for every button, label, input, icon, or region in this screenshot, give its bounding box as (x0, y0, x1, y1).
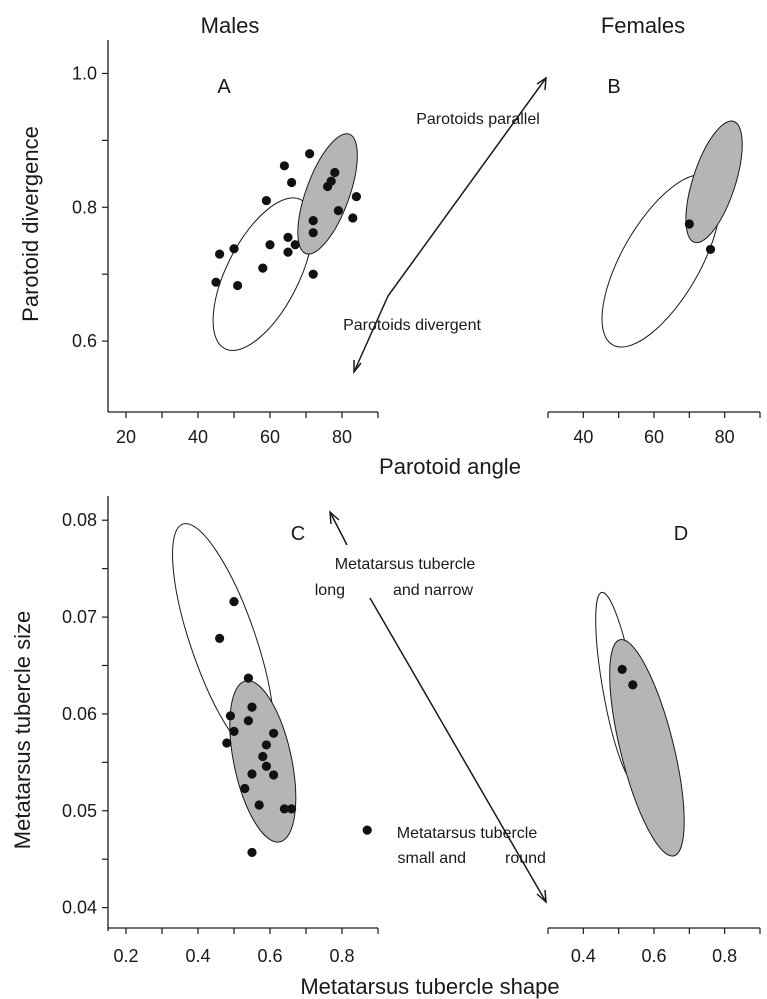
annotation-parotoids-divergent: Parotoids divergent (343, 317, 481, 334)
panel-c-x-tick-label: 0.6 (257, 946, 282, 966)
panel-a-x-tick-label: 80 (332, 427, 352, 447)
panel-d-data-point-2 (628, 680, 638, 690)
panel-a-y-tick-label: 1.0 (72, 63, 97, 83)
panel-c-data-point-2 (229, 596, 239, 607)
panel-b: 40 60 80 Parotoid angle B (379, 76, 761, 479)
panel-c-ellipse-filled (229, 680, 297, 843)
panel-c-data-point-13 (269, 770, 279, 780)
panel-c-data-point-1 (215, 633, 225, 643)
panel-c-y-tick-label: 0.06 (62, 704, 97, 724)
annotation-metatarsus-small-line1: Metatarsus tubercle (397, 825, 538, 842)
panel-c-data-point-12 (261, 761, 271, 771)
panel-c-data-point-14 (247, 769, 257, 779)
panel-a-data-point-20 (333, 206, 343, 216)
arrow-metatarsus-down (369, 597, 547, 904)
panel-a-data-point-1 (211, 277, 221, 287)
annotation-metatarsus-long-line1: Metatarsus tubercle (335, 556, 476, 573)
panel-c-data-point-7 (243, 716, 253, 726)
panel-c-data-point-11 (269, 728, 279, 738)
panel-c-data-point-16 (254, 800, 264, 810)
arrow-parotoids-down (353, 295, 389, 375)
panel-a-data-point-2 (215, 249, 225, 259)
column-title-males: Males (201, 13, 260, 38)
panel-a-y-axis-title: Parotoid divergence (18, 126, 43, 322)
panel-c-data-point-15 (240, 783, 250, 794)
annotation-parotoids-parallel: Parotoids parallel (416, 111, 540, 128)
panel-a-data-point-19 (330, 167, 340, 178)
panel-a-x-tick-label: 60 (260, 427, 280, 447)
panel-a-data-point-10 (283, 247, 293, 257)
annotation-metatarsus-round: round (505, 850, 546, 867)
annotation-metatarsus-long-word: long (315, 582, 345, 599)
panel-a-data-point-4 (233, 280, 243, 291)
panel-d-x-tick-label: 0.6 (641, 946, 666, 966)
panel-c: 0.2 0.4 0.6 0.8 0.04 0.05 0.06 0.07 0.08 Metatars… (10, 496, 379, 966)
panel-a-x-tick-label: 20 (116, 427, 136, 447)
panel-c-data-point-4 (225, 711, 235, 721)
panel-b-letter: B (607, 76, 620, 98)
annotation-metatarsus-small-and: small and (398, 850, 466, 867)
panel-a-data-point-3 (229, 244, 239, 254)
panel-b-data-point-1 (684, 219, 694, 229)
panel-a-data-point-13 (305, 149, 315, 159)
panel-a-data-point-21 (348, 213, 358, 223)
panel-c-y-tick-label: 0.07 (62, 607, 97, 627)
panel-a-data-point-22 (351, 191, 361, 202)
panel-a-data-point-15 (308, 228, 318, 238)
panel-c-data-point-20 (362, 825, 372, 835)
panel-a-data-point-9 (283, 232, 293, 242)
panel-a-data-point-7 (265, 240, 275, 250)
arrow-parotoids-up (387, 76, 547, 297)
panel-b-x-tick-label: 60 (644, 427, 664, 447)
panel-c-data-point-19 (247, 847, 257, 858)
panel-c-x-tick-label: 0.8 (329, 946, 354, 966)
panel-a-data-point-5 (258, 263, 268, 273)
panel-a: 20 40 60 80 0.6 0.8 1.0 Parotoid divergence A (18, 40, 379, 447)
column-title-females: Females (601, 13, 685, 38)
panel-b-x-axis-title: Parotoid angle (379, 454, 521, 479)
panel-c-y-tick-label: 0.04 (62, 898, 97, 918)
panel-a-y-tick-label: 0.8 (72, 197, 97, 217)
panel-c-y-tick-label: 0.08 (62, 510, 97, 530)
panel-a-letter: A (217, 76, 231, 98)
panel-c-data-point-8 (247, 702, 257, 712)
panel-a-data-point-8 (279, 161, 289, 171)
panel-a-data-point-6 (261, 195, 271, 206)
panel-c-letter: C (291, 523, 305, 545)
panel-a-data-point-11 (287, 177, 297, 188)
panel-c-data-point-18 (287, 804, 297, 814)
panel-c-y-tick-label: 0.05 (62, 801, 97, 821)
panel-a-data-point-14 (308, 216, 318, 226)
panel-c-data-point-5 (229, 726, 239, 736)
panel-d-x-tick-label: 0.4 (571, 946, 596, 966)
panel-d-ellipse-filled (609, 639, 685, 857)
arrow-metatarsus-up (329, 510, 348, 546)
panel-d-data-point-1 (617, 664, 627, 674)
panel-b-x-tick-label: 40 (573, 427, 593, 447)
panel-d-letter: D (674, 523, 688, 545)
panel-c-y-axis-title: Metatarsus tubercle size (10, 611, 35, 849)
panel-a-x-tick-label: 40 (188, 427, 208, 447)
panel-c-data-point-3 (243, 673, 253, 683)
panel-b-x-tick-label: 80 (715, 427, 735, 447)
panel-b-ellipse-filled (685, 120, 743, 244)
panel-c-x-tick-label: 0.4 (185, 946, 210, 966)
panel-c-x-tick-label: 0.2 (113, 946, 138, 966)
panel-b-data-point-2 (705, 244, 716, 255)
panel-d: 0.4 0.6 0.8 Metatarsus tubercle shape D (300, 523, 761, 999)
panel-a-data-point-18 (326, 176, 336, 186)
panel-c-data-point-6 (222, 738, 232, 748)
annotation-metatarsus-narrow: and narrow (393, 582, 473, 599)
panel-a-ellipse-open (212, 197, 314, 351)
panel-c-data-point-9 (258, 751, 268, 762)
panel-d-x-axis-title: Metatarsus tubercle shape (300, 974, 559, 999)
panel-d-x-tick-label: 0.8 (712, 946, 737, 966)
panel-a-data-point-12 (290, 240, 300, 250)
panel-c-data-point-10 (261, 740, 271, 750)
panel-a-data-point-16 (308, 269, 318, 279)
panel-a-y-tick-label: 0.6 (72, 331, 97, 351)
panel-c-data-point-17 (279, 804, 289, 814)
